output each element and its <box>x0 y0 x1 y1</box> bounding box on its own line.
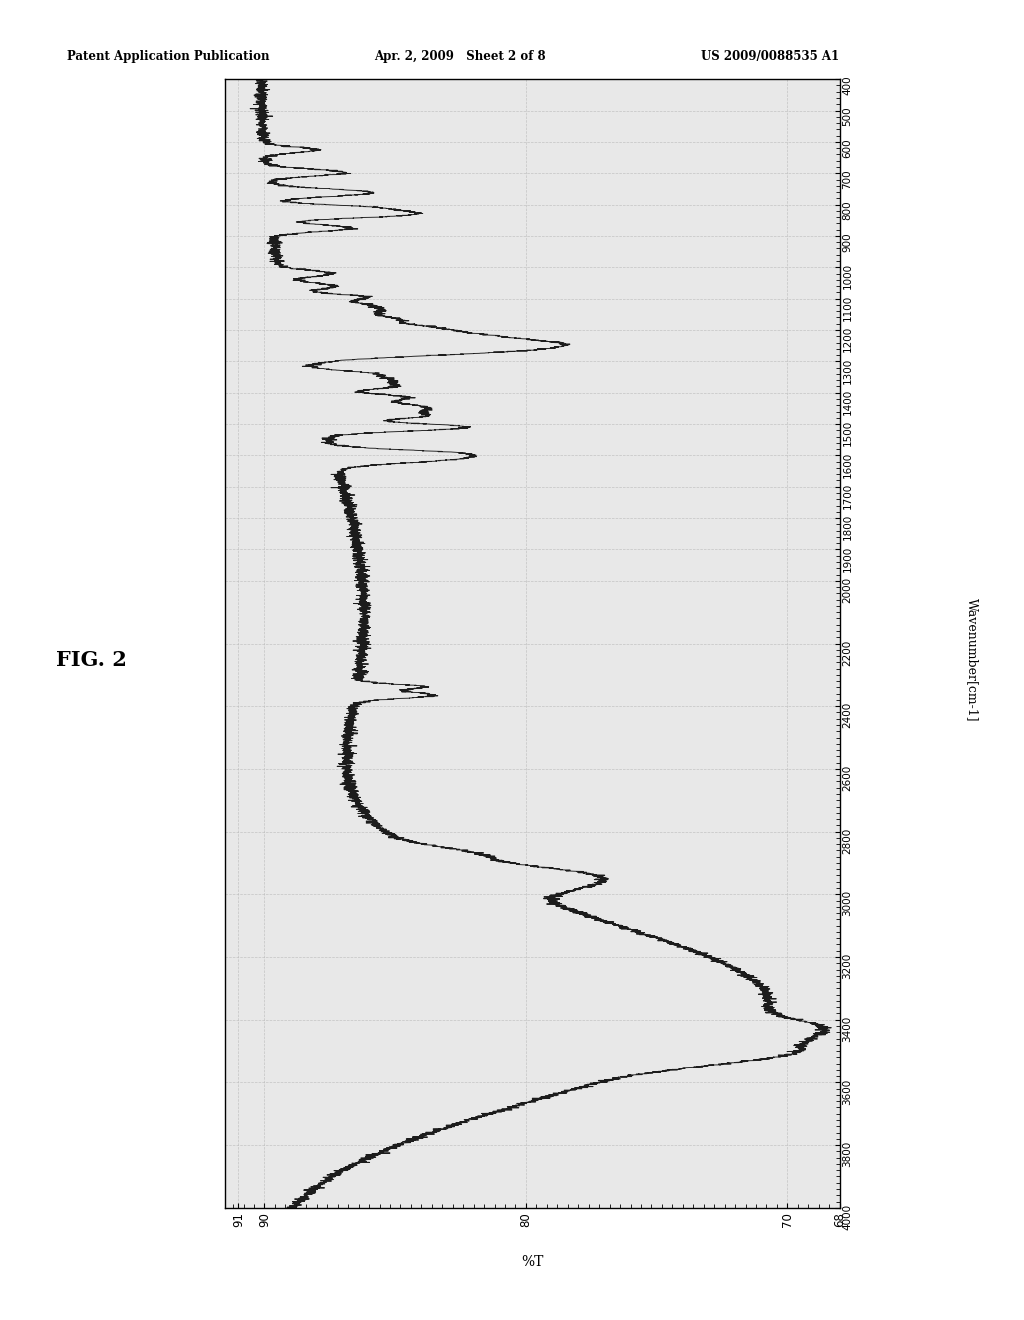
Text: Apr. 2, 2009   Sheet 2 of 8: Apr. 2, 2009 Sheet 2 of 8 <box>374 50 546 63</box>
Text: Wavenumber[cm-1]: Wavenumber[cm-1] <box>967 598 979 722</box>
Text: Patent Application Publication: Patent Application Publication <box>67 50 269 63</box>
Text: FIG. 2: FIG. 2 <box>56 649 127 671</box>
X-axis label: %T: %T <box>521 1255 544 1269</box>
Text: US 2009/0088535 A1: US 2009/0088535 A1 <box>701 50 840 63</box>
